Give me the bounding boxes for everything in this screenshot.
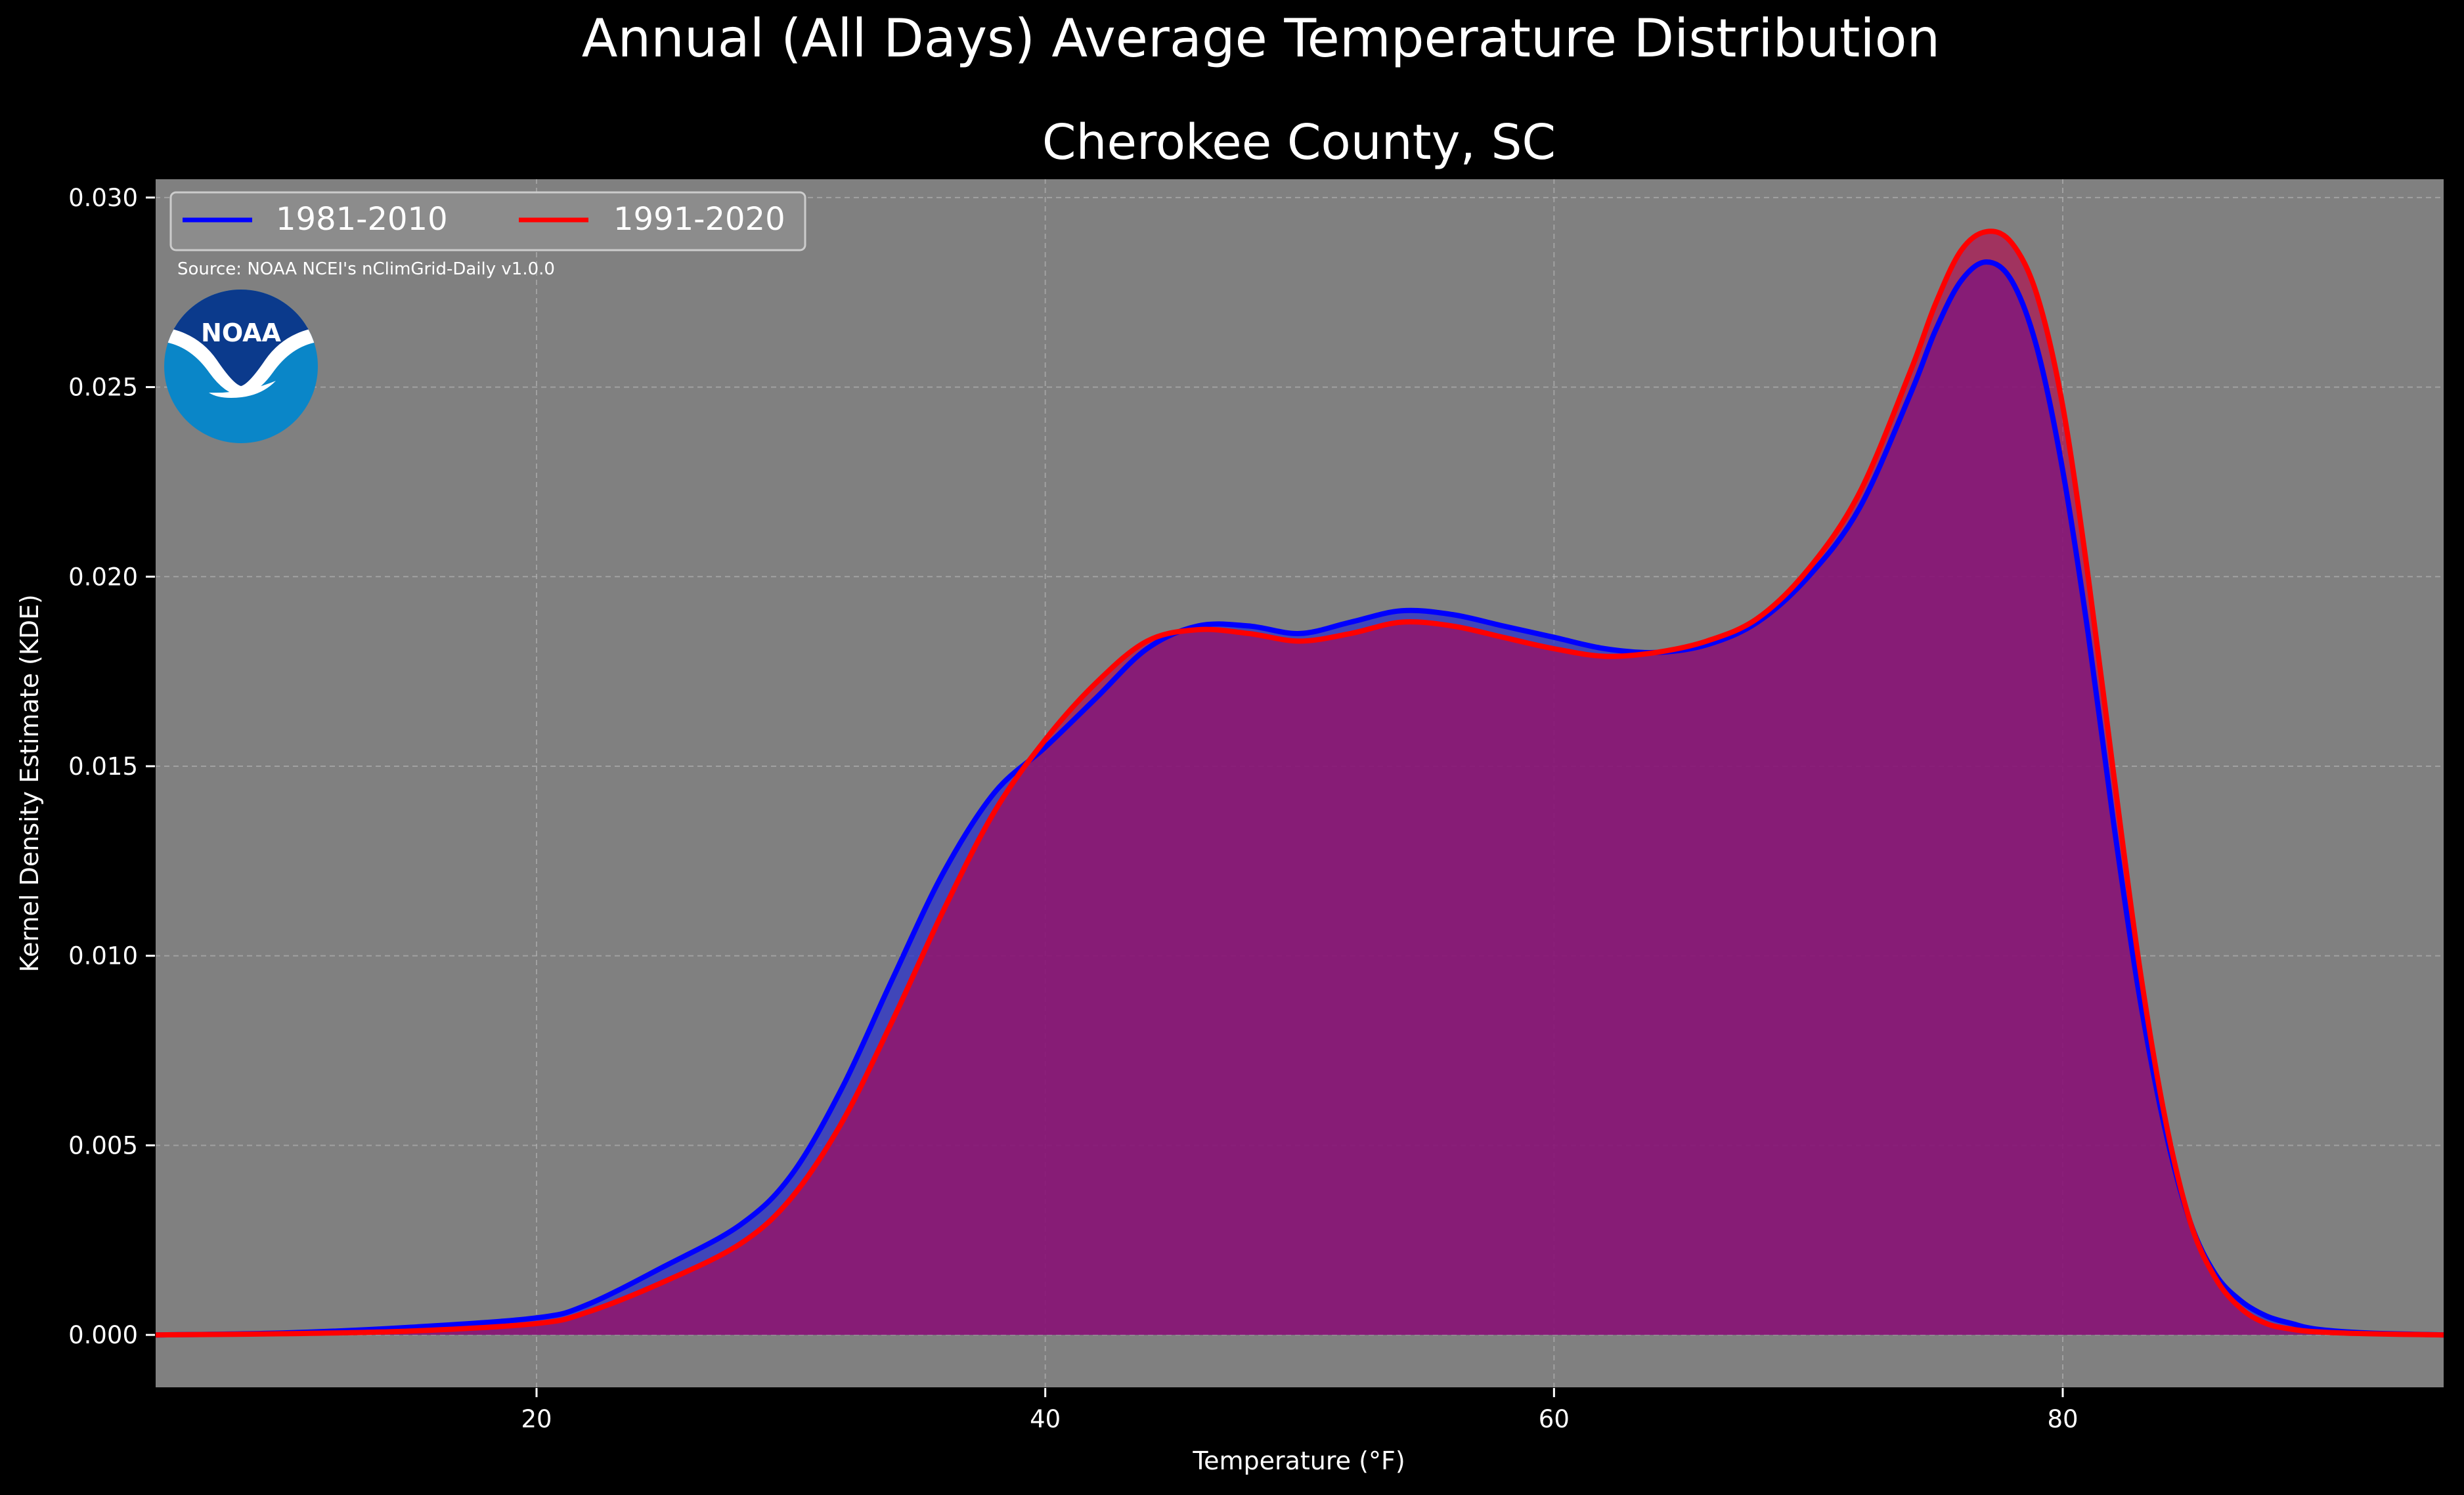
x-tick-label: 40 <box>1030 1405 1061 1433</box>
y-tick-label: 0.000 <box>68 1321 138 1349</box>
axes-frame <box>154 178 2445 1389</box>
noaa-logo: NOAA <box>164 290 318 443</box>
legend-box <box>169 191 806 251</box>
chart-title: Cherokee County, SC <box>1042 114 1556 171</box>
legend: 1981-2010 1991-2020 <box>169 191 806 251</box>
x-tick-label: 60 <box>1539 1405 1570 1433</box>
series-lines <box>154 228 2445 1338</box>
series-fills <box>155 231 2444 1335</box>
y-axis-ticks: 0.000 0.005 0.010 0.015 0.020 0.025 0.030 <box>68 184 155 1349</box>
y-tick-label: 0.015 <box>68 752 138 781</box>
y-tick-label: 0.005 <box>68 1131 138 1159</box>
noaa-logo-text: NOAA <box>201 318 281 347</box>
y-tick-label: 0.020 <box>68 563 138 591</box>
x-tick-label: 80 <box>2047 1405 2078 1433</box>
x-axis-ticks: 20 40 60 80 <box>521 1388 2079 1433</box>
legend-label-1981-2010: 1981-2010 <box>276 201 448 238</box>
legend-label-1991-2020: 1991-2020 <box>613 201 785 238</box>
y-tick-label: 0.010 <box>68 942 138 970</box>
series-line-1991-2020 <box>154 228 2445 1338</box>
source-note: Source: NOAA NCEI's nClimGrid-Daily v1.0… <box>177 259 555 279</box>
y-tick-label: 0.030 <box>68 184 138 212</box>
figure-suptitle: Annual (All Days) Average Temperature Di… <box>582 8 1940 69</box>
y-axis-label: Kernel Density Estimate (KDE) <box>15 594 44 972</box>
y-tick-label: 0.025 <box>68 374 138 402</box>
x-tick-label: 20 <box>521 1405 552 1433</box>
x-axis-label: Temperature (°F) <box>1192 1446 1405 1475</box>
series-area-1991-2020 <box>155 231 2444 1335</box>
